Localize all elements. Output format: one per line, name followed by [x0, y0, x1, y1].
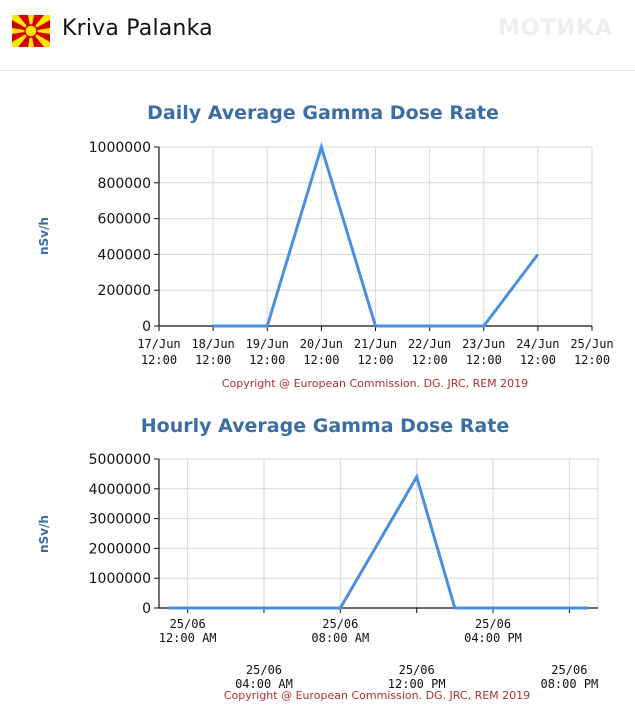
x-tick-label-date: 23/Jun: [462, 337, 505, 351]
y-axis-label: nSv/h: [37, 217, 51, 255]
series-line: [213, 141, 540, 328]
y-tick-label: 4000000: [89, 482, 151, 498]
x-tick-label-date: 19/Jun: [246, 337, 289, 351]
y-tick-label: 1000000: [89, 140, 151, 156]
x-tick-label-date: 21/Jun: [354, 337, 397, 351]
y-tick-label: 2000000: [89, 541, 151, 557]
y-tick-label: 3000000: [89, 512, 151, 528]
y-tick-label: 0: [142, 319, 151, 335]
y-tick-label: 0: [142, 601, 151, 617]
watermark-logo: МОТИКА: [497, 16, 613, 41]
plot-area: [158, 458, 599, 609]
x-tick-label-date: 25/06: [475, 617, 511, 631]
x-tick-label-time: 12:00: [195, 353, 231, 367]
chart-title: Hourly Average Gamma Dose Rate: [141, 415, 509, 437]
north-macedonia-flag-icon: [12, 15, 50, 47]
y-axis-label: nSv/h: [37, 515, 51, 553]
x-tick-label-date: 25/Jun: [570, 337, 613, 351]
x-tick-label-time: 12:00: [249, 353, 285, 367]
x-tick-label-time: 12:00: [520, 353, 556, 367]
x-tick-label-time: 12:00: [357, 353, 393, 367]
hourly-dose-chart: Hourly Average Gamma Dose Rate nSv/h 500…: [37, 415, 599, 702]
copyright-note: Copyright @ European Commission. DG. JRC…: [222, 377, 528, 390]
y-tick-label: 200000: [98, 283, 151, 299]
x-tick-label-date: 22/Jun: [408, 337, 451, 351]
x-tick-label-date: 18/Jun: [191, 337, 234, 351]
copyright-note: Copyright @ European Commission. DG. JRC…: [224, 689, 530, 702]
y-tick-label: 400000: [98, 247, 151, 263]
x-tick-label-date: 20/Jun: [300, 337, 343, 351]
y-tick-label: 5000000: [89, 452, 151, 468]
x-tick-label-date: 25/06: [170, 617, 206, 631]
x-tick-label-date: 24/Jun: [516, 337, 559, 351]
x-tick-label-time: 08:00 AM: [311, 631, 369, 645]
x-tick-label-time: 04:00 AM: [235, 677, 293, 691]
x-tick-label-time: 12:00: [141, 353, 177, 367]
x-tick-label-time: 12:00 AM: [159, 631, 217, 645]
y-tick-label: 800000: [98, 176, 151, 192]
x-tick-label-time: 12:00 PM: [388, 677, 446, 691]
city-title: Kriva Palanka: [62, 16, 213, 41]
x-tick-label-date: 25/06: [551, 663, 587, 677]
x-tick-label-date: 25/06: [399, 663, 435, 677]
x-tick-label-time: 12:00: [303, 353, 339, 367]
x-tick-label-date: 25/06: [246, 663, 282, 677]
page-header: Kriva Palanka МОТИКА: [0, 0, 635, 71]
x-tick-label-date: 17/Jun: [137, 337, 180, 351]
x-tick-label-time: 12:00: [466, 353, 502, 367]
y-tick-label: 1000000: [89, 571, 151, 587]
x-tick-label-time: 08:00 PM: [540, 677, 598, 691]
y-tick-label: 600000: [98, 212, 151, 228]
x-tick-label-time: 12:00: [574, 353, 610, 367]
series-line: [168, 473, 589, 610]
daily-dose-chart: Daily Average Gamma Dose Rate nSv/h 1000…: [37, 102, 614, 390]
x-tick-label-time: 04:00 PM: [464, 631, 522, 645]
chart-title: Daily Average Gamma Dose Rate: [147, 102, 499, 124]
x-tick-label-date: 25/06: [322, 617, 358, 631]
x-tick-label-time: 12:00: [412, 353, 448, 367]
